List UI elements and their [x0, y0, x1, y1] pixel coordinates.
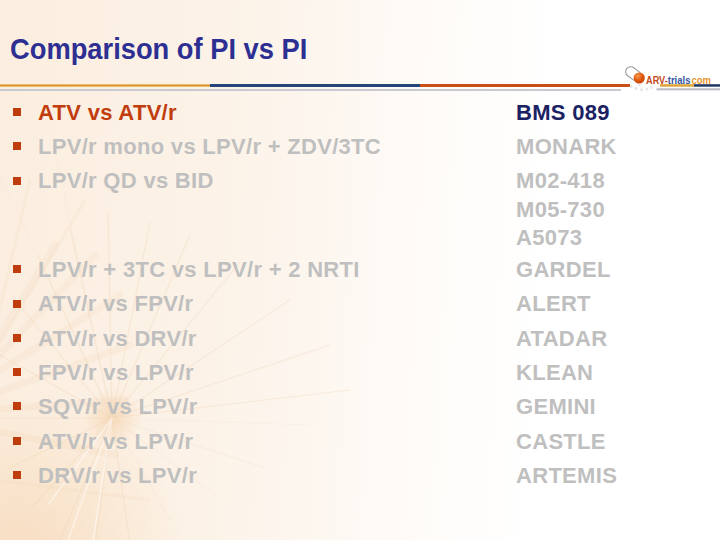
svg-text:trials: trials [668, 74, 691, 86]
svg-text:com: com [692, 74, 712, 86]
svg-text:ARV-: ARV- [646, 74, 668, 86]
